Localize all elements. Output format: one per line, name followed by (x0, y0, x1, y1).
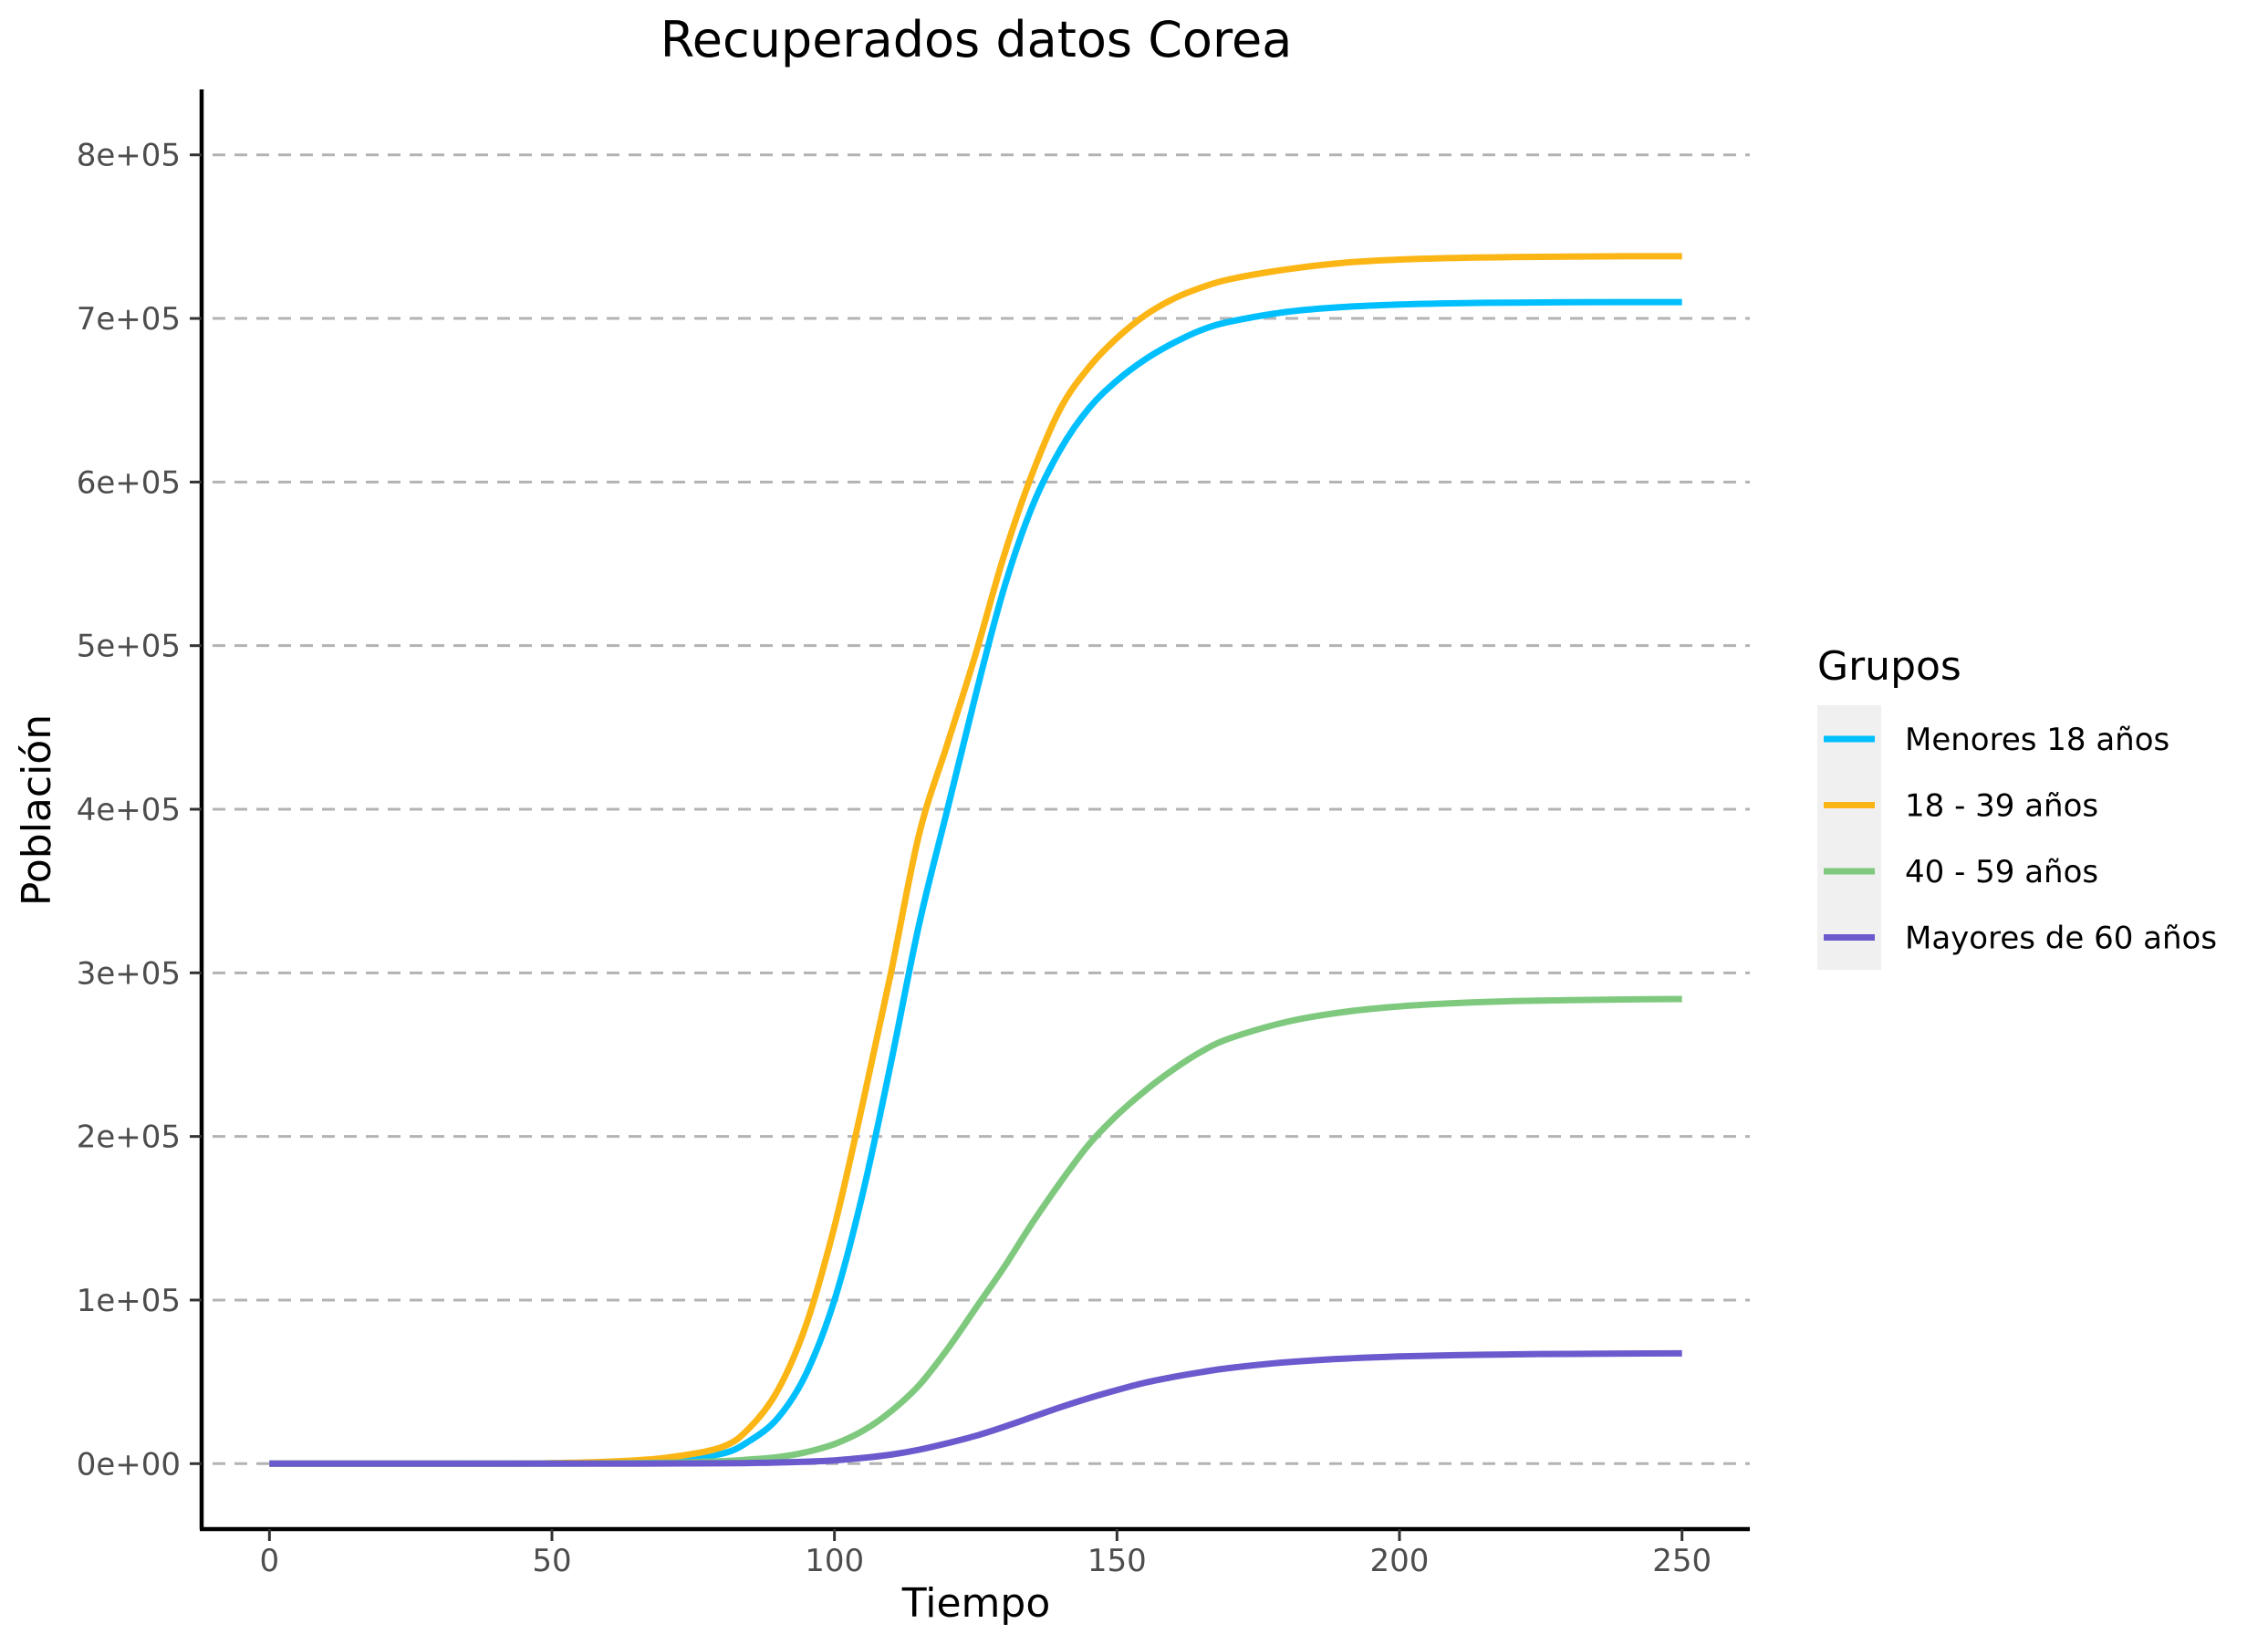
y-tick-label: 1e+05 (77, 1283, 181, 1319)
legend-items: Menores 18 años 18 - 39 años 40 - 59 años M… (1824, 722, 2217, 957)
y-axis-title: Población (14, 714, 60, 906)
y-tick-label: 4e+05 (77, 792, 181, 828)
x-tick-label: 200 (1370, 1543, 1430, 1579)
y-tick-label: 6e+05 (77, 464, 181, 501)
series-lines (269, 253, 1682, 1467)
legend-label-1: Menores 18 años (1905, 722, 2169, 758)
legend-title: Grupos (1817, 643, 1961, 690)
x-tick-label: 150 (1087, 1543, 1147, 1579)
gridlines (213, 153, 1750, 1465)
legend: Grupos Menores 18 años 18 - 39 años 40 - 5… (1817, 643, 2217, 970)
chart-title: Recuperados datos Corea (661, 11, 1293, 68)
y-tick-label: 2e+05 (77, 1119, 181, 1156)
y-ticks: 0e+00 1e+05 2e+05 3e+05 4e+05 5e+05 6e+05 7e+05… (77, 138, 202, 1483)
x-axis-title: Tiempo (901, 1580, 1051, 1627)
y-tick-label: 3e+05 (77, 955, 181, 992)
legend-label-4: Mayores de 60 años (1905, 921, 2217, 957)
legend-key-background (1817, 705, 1881, 970)
y-tick-label: 0e+00 (77, 1446, 181, 1483)
x-tick-label: 250 (1652, 1543, 1711, 1579)
series-line-2 (269, 253, 1682, 1467)
x-ticks: 0 50 100 150 200 250 (260, 1529, 1711, 1579)
series-line-3 (269, 995, 1682, 1467)
series-line-1 (269, 298, 1682, 1467)
y-tick-label: 8e+05 (77, 138, 181, 174)
x-tick-label: 100 (805, 1543, 864, 1579)
y-tick-label: 5e+05 (77, 629, 181, 665)
legend-label-2: 18 - 39 años (1905, 788, 2098, 825)
x-tick-label: 50 (532, 1543, 571, 1579)
y-tick-label: 7e+05 (77, 301, 181, 338)
legend-label-3: 40 - 59 años (1905, 854, 2098, 890)
x-tick-label: 0 (260, 1543, 280, 1579)
series-line-4 (269, 1349, 1682, 1467)
